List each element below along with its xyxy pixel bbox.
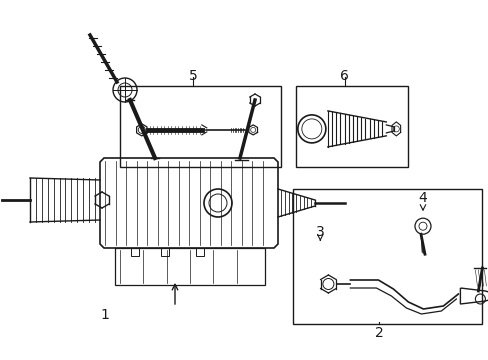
Bar	[120, 86, 281, 167]
Text: 2: 2	[374, 326, 383, 340]
Text: 5: 5	[188, 69, 197, 82]
Bar	[196, 248, 203, 256]
Text: 4: 4	[418, 191, 427, 205]
Bar	[295, 86, 407, 167]
Bar	[115, 248, 264, 285]
Bar	[293, 189, 481, 324]
Text: 1: 1	[101, 308, 109, 322]
Bar	[161, 248, 169, 256]
Text: 6: 6	[340, 69, 348, 82]
Bar	[131, 248, 139, 256]
Text: 3: 3	[315, 225, 324, 239]
